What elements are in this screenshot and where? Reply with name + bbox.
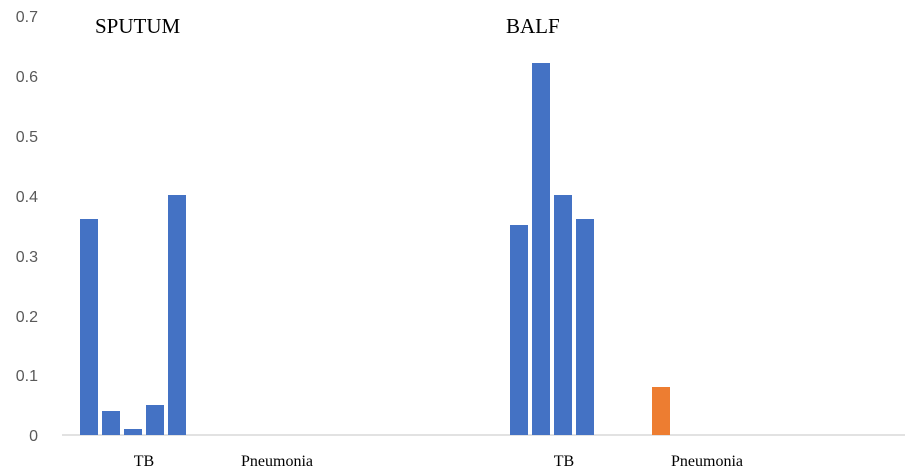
category-label-sputum-pneumonia: Pneumonia bbox=[241, 453, 313, 470]
bar-sputum-tb-3 bbox=[124, 429, 142, 435]
bar-sputum-tb-5 bbox=[168, 195, 186, 435]
group-title-balf: BALF bbox=[506, 14, 560, 38]
y-tick-label: 0.5 bbox=[16, 129, 38, 146]
bar-balf-tb-1 bbox=[510, 225, 528, 435]
bar-balf-pneumonia-1 bbox=[652, 387, 670, 435]
category-label-balf-tb: TB bbox=[554, 453, 574, 470]
bar-balf-tb-4 bbox=[576, 219, 594, 435]
y-tick-label: 0.2 bbox=[16, 309, 38, 326]
category-label-sputum-tb: TB bbox=[134, 453, 154, 470]
bar-sputum-tb-4 bbox=[146, 405, 164, 435]
y-axis-tick-labels: 0 0.1 0.2 0.3 0.4 0.5 0.6 0.7 bbox=[16, 9, 38, 445]
y-tick-label: 0.4 bbox=[16, 189, 38, 206]
category-label-balf-pneumonia: Pneumonia bbox=[671, 453, 743, 470]
y-tick-label: 0 bbox=[29, 428, 38, 445]
bars bbox=[80, 63, 670, 435]
bar-sputum-tb-1 bbox=[80, 219, 98, 435]
bar-sputum-tb-2 bbox=[102, 411, 120, 435]
y-tick-label: 0.7 bbox=[16, 9, 38, 26]
group-title-sputum: SPUTUM bbox=[95, 14, 181, 38]
y-tick-label: 0.1 bbox=[16, 368, 38, 385]
y-tick-label: 0.3 bbox=[16, 249, 38, 266]
bar-balf-tb-2 bbox=[532, 63, 550, 435]
bar-balf-tb-3 bbox=[554, 195, 572, 435]
y-tick-label: 0.6 bbox=[16, 69, 38, 86]
